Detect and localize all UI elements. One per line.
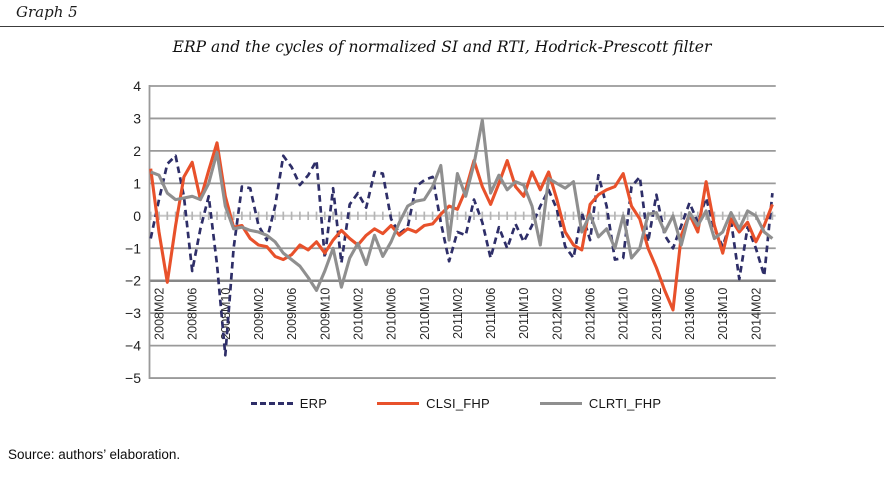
svg-text:2013M02: 2013M02 [650, 288, 664, 340]
chart-title: ERP and the cycles of normalized SI and … [172, 38, 712, 56]
svg-text:2: 2 [133, 143, 141, 159]
svg-text:2010M02: 2010M02 [351, 288, 365, 340]
svg-text:−4: −4 [125, 338, 141, 354]
legend-item-erp: ERP [250, 396, 328, 411]
svg-text:0: 0 [133, 208, 141, 224]
svg-text:−1: −1 [125, 240, 141, 256]
svg-text:2009M10: 2009M10 [318, 288, 332, 340]
legend-item-clsi: CLSI_FHP [377, 396, 490, 411]
svg-text:2009M02: 2009M02 [252, 288, 266, 340]
graph-number-label: Graph 5 [16, 3, 78, 21]
svg-text:2008M06: 2008M06 [186, 288, 200, 340]
svg-text:2013M10: 2013M10 [716, 288, 730, 340]
svg-text:2012M02: 2012M02 [550, 288, 564, 340]
svg-text:−5: −5 [125, 370, 141, 386]
svg-text:2010M10: 2010M10 [418, 288, 432, 340]
line-chart: 4 3 2 1 0 −1 −2 −3 −4 −5 2008M02 2008M06 2008M10 2009… [100, 76, 800, 392]
svg-text:2014M02: 2014M02 [749, 288, 763, 340]
chart-legend: ERP CLSI_FHP CLRTI_FHP [14, 396, 884, 411]
legend-label-clsi: CLSI_FHP [426, 396, 490, 411]
erp-dashed-line-swatch [250, 402, 293, 405]
svg-text:2013M06: 2013M06 [683, 288, 697, 340]
svg-text:2012M06: 2012M06 [584, 288, 598, 340]
svg-text:2008M02: 2008M02 [153, 288, 167, 340]
svg-text:2011M06: 2011M06 [484, 288, 498, 339]
svg-text:1: 1 [133, 175, 141, 191]
source-note: Source: authors’ elaboration. [8, 447, 181, 462]
svg-text:2010M06: 2010M06 [385, 288, 399, 340]
svg-text:2009M06: 2009M06 [285, 288, 299, 340]
svg-text:2011M10: 2011M10 [517, 288, 531, 339]
legend-item-clrti: CLRTI_FHP [539, 396, 662, 411]
clsi-line-swatch [377, 402, 420, 405]
clrti-line-swatch [539, 402, 582, 405]
header-divider [0, 26, 884, 27]
legend-label-clrti: CLRTI_FHP [588, 396, 662, 411]
legend-label-erp: ERP [299, 396, 328, 411]
svg-text:2012M10: 2012M10 [617, 288, 631, 340]
svg-text:4: 4 [133, 78, 141, 94]
svg-text:3: 3 [133, 111, 141, 127]
svg-text:−2: −2 [125, 273, 141, 289]
svg-text:−3: −3 [125, 305, 141, 321]
svg-text:2011M02: 2011M02 [451, 288, 465, 339]
